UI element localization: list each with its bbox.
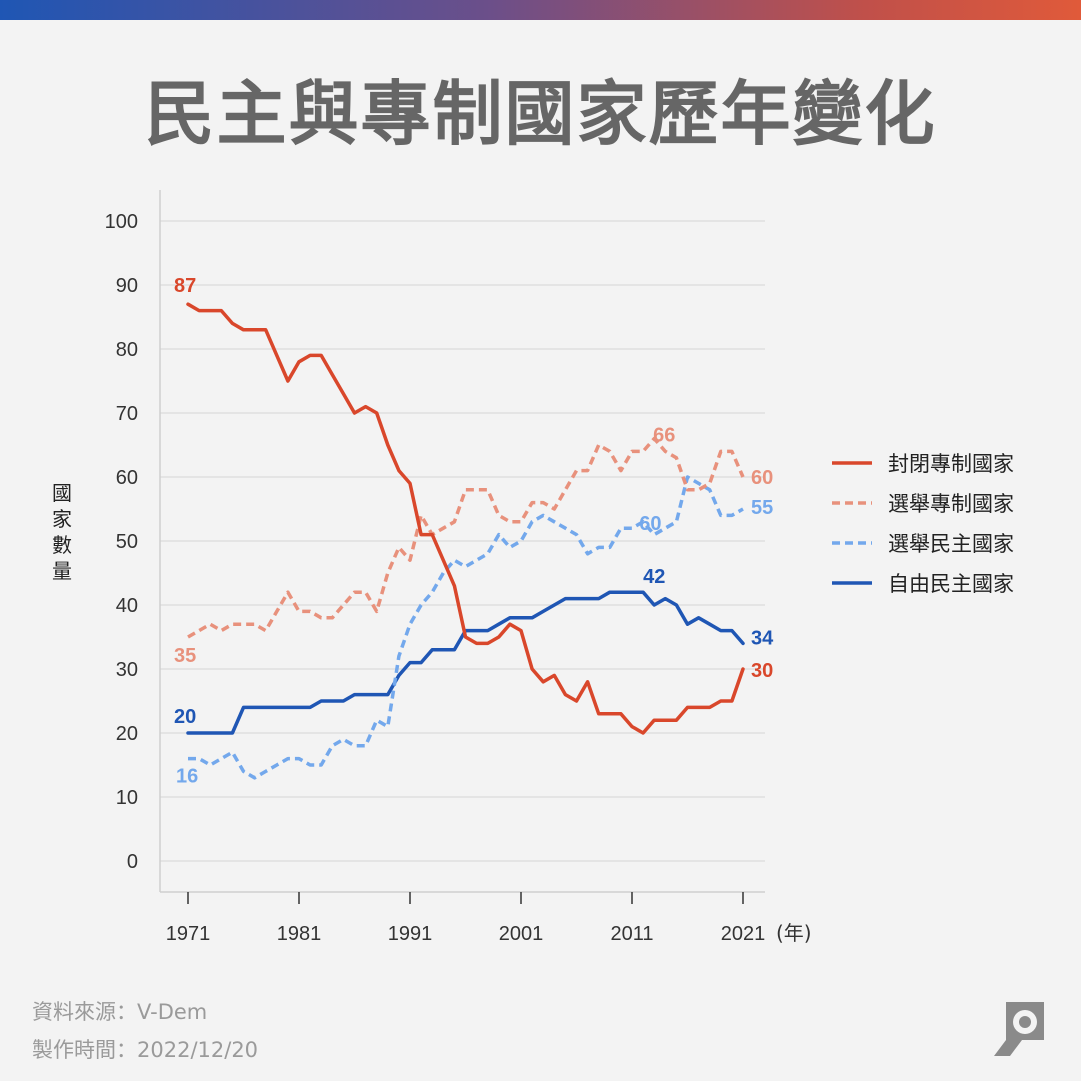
x-tick-label: 1981: [277, 923, 322, 945]
date-note: 製作時間：2022/12/20: [32, 1038, 259, 1062]
data-label-liberal_democracy: 42: [643, 566, 665, 588]
series-line-closed_autocracy: [186, 302, 745, 735]
y-tick-label: 0: [127, 851, 138, 873]
data-label-electoral_autocracy: 66: [653, 424, 675, 446]
series-line-electoral_democracy: [188, 475, 744, 780]
legend-label-liberal_democracy: 自由民主國家: [888, 572, 1014, 596]
x-tick-label: 2011: [610, 923, 653, 945]
x-tick-label: 1971: [166, 923, 211, 945]
legend-label-closed_autocracy: 封閉專制國家: [888, 452, 1014, 476]
data-label-liberal_democracy: 34: [751, 627, 774, 649]
chart-title: 民主與專制國家歷年變化: [144, 72, 937, 155]
data-label-electoral_democracy: 60: [639, 513, 661, 535]
y-tick-label: 50: [116, 531, 138, 553]
data-label-electoral_autocracy: 35: [174, 645, 196, 667]
series-line-liberal_democracy: [186, 590, 745, 735]
x-tick-label: 2021: [721, 923, 766, 945]
legend-label-electoral_democracy: 選舉民主國家: [888, 532, 1014, 556]
x-tick-label: 1991: [388, 923, 433, 945]
x-tick-label: 2001: [499, 923, 544, 945]
data-label-liberal_democracy: 20: [174, 706, 196, 728]
y-tick-label: 10: [116, 787, 138, 809]
source-note: 資料來源：V-Dem: [32, 1000, 208, 1024]
top-gradient-bar: [0, 0, 1081, 20]
y-tick-label: 40: [116, 595, 138, 617]
y-tick-label: 100: [105, 211, 138, 233]
x-axis-label: (年): [776, 921, 812, 945]
brand-logo-icon: [994, 1002, 1044, 1056]
y-axis-label: 國家數量: [52, 481, 72, 583]
y-tick-label: 90: [116, 275, 138, 297]
y-tick-label: 80: [116, 339, 138, 361]
y-tick-label: 70: [116, 403, 138, 425]
data-label-closed_autocracy: 87: [174, 275, 196, 297]
data-label-electoral_democracy: 55: [751, 497, 773, 519]
data-label-electoral_autocracy: 60: [751, 467, 773, 489]
data-label-electoral_democracy: 16: [176, 766, 198, 788]
legend-label-electoral_autocracy: 選舉專制國家: [888, 492, 1014, 516]
series-line-electoral_autocracy: [187, 436, 745, 639]
data-label-closed_autocracy: 30: [751, 660, 773, 682]
y-tick-label: 60: [116, 467, 138, 489]
y-tick-label: 20: [116, 723, 138, 745]
y-tick-label: 30: [116, 659, 138, 681]
